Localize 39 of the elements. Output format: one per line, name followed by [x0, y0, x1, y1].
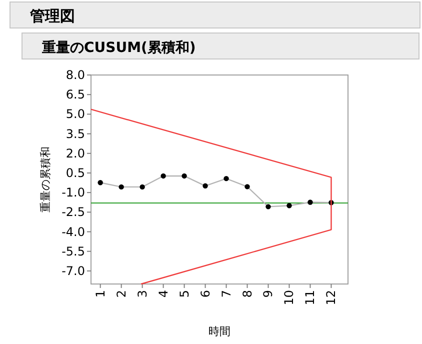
x-tick-label: 9 [261, 290, 276, 298]
y-tick-label: 3.5 [66, 126, 85, 141]
x-tick-label: 1 [93, 290, 108, 298]
x-tick-label: 4 [156, 290, 170, 298]
x-tick-label: 2 [114, 290, 128, 298]
y-tick-label: 2.0 [66, 146, 85, 160]
y-tick-label: 5.0 [66, 107, 85, 122]
x-tick-label: 10 [282, 290, 296, 306]
point [98, 180, 103, 186]
y-tick-label: -2.5 [62, 205, 85, 220]
x-axis-title: 時間 [208, 325, 230, 338]
point [182, 173, 187, 179]
point [244, 184, 250, 190]
point [224, 176, 229, 182]
y-axis-title: 重量の累積和 [39, 146, 52, 212]
y-tick-label: 6.5 [66, 88, 85, 102]
chart-subtitle: 重量のCUSUM(累積和) [41, 40, 196, 56]
x-tick-label: 6 [198, 290, 212, 298]
y-tick-label: 0.5 [66, 166, 85, 180]
line-series [90, 108, 332, 285]
x-tick-label: 8 [240, 290, 254, 298]
x-tick-label: 11 [303, 290, 318, 306]
x-tick-label: 12 [324, 290, 338, 306]
y-tick-label: -1.0 [62, 186, 85, 200]
point [160, 173, 166, 179]
point [266, 204, 271, 210]
x-tick-label: 7 [219, 290, 234, 298]
y-tick-label: -7.0 [62, 264, 85, 278]
point [118, 184, 124, 190]
y-tick-label: 8.0 [66, 68, 85, 82]
point [140, 184, 145, 190]
chart-title: 管理図 [29, 7, 75, 25]
y-tick-label: -4.0 [62, 224, 85, 239]
point [202, 183, 208, 188]
point [286, 203, 292, 208]
x-tick-label: 5 [177, 290, 192, 298]
x-tick-label: 3 [135, 290, 150, 298]
y-tick-label: -5.5 [62, 244, 85, 258]
point [308, 200, 313, 205]
